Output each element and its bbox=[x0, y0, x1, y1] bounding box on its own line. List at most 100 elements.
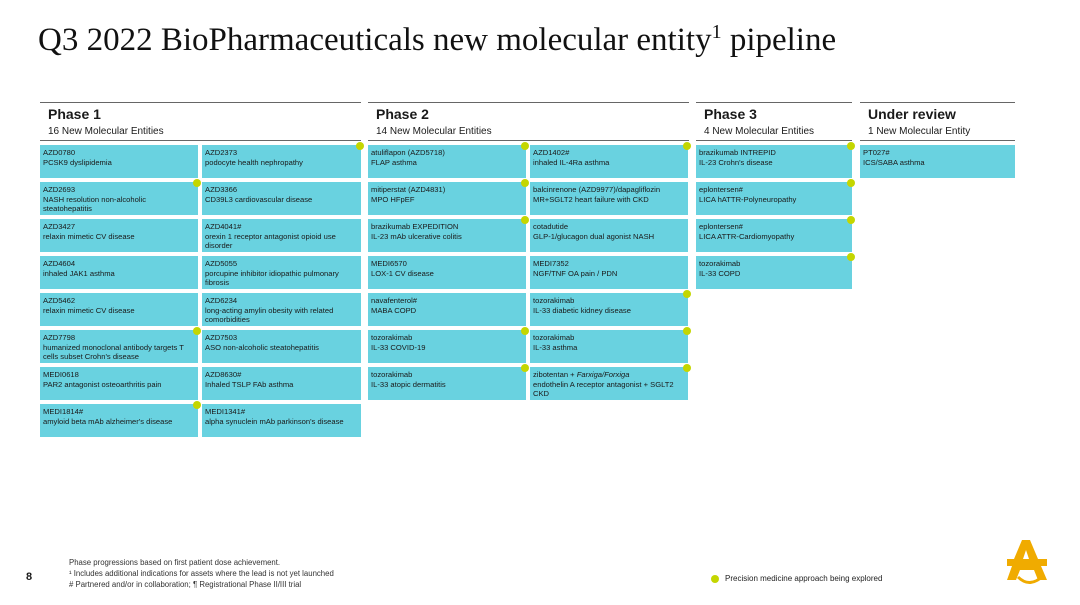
indication: IL-33 diabetic kidney disease bbox=[533, 305, 631, 315]
molecule-name: tozorakimab bbox=[533, 333, 575, 342]
pipeline-card: MEDI1341# alpha synuclein mAb parkinson's… bbox=[202, 404, 361, 437]
molecule-name: MEDI1341# bbox=[205, 407, 246, 416]
precision-medicine-dot-icon bbox=[683, 142, 691, 150]
pipeline-card-body: brazikumab EXPEDITION IL-23 mAb ulcerativ… bbox=[368, 219, 526, 252]
pipeline-card-body: MEDI0618 PAR2 antagonist osteoarthritis p… bbox=[40, 367, 198, 400]
pipeline-card-body: MEDI6570 LOX-1 CV disease bbox=[368, 256, 526, 289]
pipeline-card-body: AZD2693 NASH resolution non-alcoholic ste… bbox=[40, 182, 198, 215]
pipeline-card-body: brazikumab INTREPID IL-23 Crohn's disease bbox=[696, 145, 852, 178]
company-logo-icon bbox=[1007, 540, 1047, 584]
indication: CD39L3 cardiovascular disease bbox=[205, 194, 313, 204]
indication: IL-33 atopic dermatitis bbox=[371, 379, 446, 389]
indication: alpha synuclein mAb parkinson's disease bbox=[205, 416, 344, 426]
pipeline-card-body: MEDI7352 NGF/TNF OA pain / PDN bbox=[530, 256, 688, 289]
precision-medicine-dot-icon bbox=[847, 253, 855, 261]
indication: relaxin mimetic CV disease bbox=[43, 305, 135, 315]
pipeline-card: AZD5055 porcupine inhibitor idiopathic pu… bbox=[202, 256, 361, 289]
molecule-name: tozorakimab bbox=[699, 259, 741, 268]
phase-2-column: Phase 2 14 New Molecular Entities atulif… bbox=[368, 102, 691, 400]
phase-3-header: Phase 3 4 New Molecular Entities bbox=[696, 102, 852, 141]
precision-medicine-dot-icon bbox=[521, 364, 529, 372]
pipeline-card: tozorakimab IL-33 COVID-19 bbox=[368, 327, 529, 363]
indication: GLP-1/glucagon dual agonist NASH bbox=[533, 231, 655, 241]
pipeline-card: atuliflapon (AZD5718) FLAP asthma bbox=[368, 142, 529, 178]
legend: Precision medicine approach being explor… bbox=[711, 574, 882, 583]
phase-2-title: Phase 2 bbox=[376, 106, 429, 122]
precision-medicine-dot-icon bbox=[683, 327, 691, 335]
molecule-name: AZD6234 bbox=[205, 296, 238, 305]
pipeline-card: tozorakimab IL-33 COPD bbox=[696, 253, 855, 289]
pipeline-card: AZD2373 podocyte health nephropathy bbox=[202, 142, 364, 178]
indication: MABA COPD bbox=[371, 305, 417, 315]
phase-2-grid: atuliflapon (AZD5718) FLAP asthma AZD1402#… bbox=[368, 142, 691, 400]
molecule-name: MEDI7352 bbox=[533, 259, 569, 268]
molecule-name: tozorakimab bbox=[371, 333, 413, 342]
page-number: 8 bbox=[26, 571, 33, 583]
indication: ASO non-alcoholic steatohepatitis bbox=[205, 342, 319, 352]
phase-2-header: Phase 2 14 New Molecular Entities bbox=[368, 102, 689, 141]
indication: endothelin A receptor antagonist + SGLT2… bbox=[533, 379, 674, 399]
pipeline-card-body: AZD8630# Inhaled TSLP FAb asthma bbox=[202, 367, 361, 400]
indication: humanized monoclonal antibody targets T … bbox=[43, 342, 184, 362]
precision-medicine-dot-icon bbox=[847, 179, 855, 187]
indication: relaxin mimetic CV disease bbox=[43, 231, 135, 241]
footnote-1: Phase progressions based on first patien… bbox=[69, 558, 281, 567]
footnote-3: # Partnered and/or in collaboration; ¶ R… bbox=[69, 580, 302, 589]
molecule-name: eplontersen# bbox=[699, 185, 743, 194]
molecule-name: brazikumab INTREPID bbox=[699, 148, 776, 157]
molecule-name: MEDI6570 bbox=[371, 259, 407, 268]
molecule-name: balcinrenone (AZD9977)/dapagliflozin bbox=[533, 185, 661, 194]
pipeline-card-body: mitiperstat (AZD4831) MPO HFpEF bbox=[368, 182, 526, 215]
molecule-name: tozorakimab bbox=[533, 296, 575, 305]
indication: IL-23 mAb ulcerative colitis bbox=[371, 231, 462, 241]
pipeline-card: eplontersen# LICA ATTR-Cardiomyopathy bbox=[696, 216, 855, 252]
indication: amyloid beta mAb alzheimer's disease bbox=[43, 416, 173, 426]
molecule-name: AZD2693 bbox=[43, 185, 76, 194]
indication: IL-33 COVID-19 bbox=[371, 342, 426, 352]
footnotes: Phase progressions based on first patien… bbox=[69, 557, 334, 590]
pipeline-card-body: AZD7503 ASO non-alcoholic steatohepatitis bbox=[202, 330, 361, 363]
pipeline-card-body: AZD2373 podocyte health nephropathy bbox=[202, 145, 361, 178]
indication: LOX-1 CV disease bbox=[371, 268, 434, 278]
pipeline-card-body: MEDI1814# amyloid beta mAb alzheimer's di… bbox=[40, 404, 198, 437]
pipeline-card: MEDI1814# amyloid beta mAb alzheimer's di… bbox=[40, 401, 201, 437]
pipeline-card-body: balcinrenone (AZD9977)/dapagliflozin MR+S… bbox=[530, 182, 688, 215]
indication: ICS/SABA asthma bbox=[863, 157, 925, 167]
pipeline-card: AZD0780 PCSK9 dyslipidemia bbox=[40, 145, 198, 178]
pipeline-card: AZD2693 NASH resolution non-alcoholic ste… bbox=[40, 179, 201, 215]
precision-medicine-dot-icon bbox=[847, 142, 855, 150]
pipeline-card: brazikumab INTREPID IL-23 Crohn's disease bbox=[696, 142, 855, 178]
molecule-name: atuliflapon (AZD5718) bbox=[371, 148, 445, 157]
pipeline-card-body: AZD1402# inhaled IL-4Ra asthma bbox=[530, 145, 688, 178]
pipeline-card-body: zibotentan + Farxiga/Forxiga endothelin A… bbox=[530, 367, 688, 400]
pipeline-card-body: navafenterol# MABA COPD bbox=[368, 293, 526, 326]
molecule-name: AZD4604 bbox=[43, 259, 76, 268]
molecule-name: MEDI1814# bbox=[43, 407, 84, 416]
molecule-name-plain: zibotentan + bbox=[533, 370, 577, 379]
precision-medicine-dot-icon bbox=[193, 327, 201, 335]
molecule-name-italic: Farxiga/Forxiga bbox=[576, 370, 630, 379]
pipeline-card: AZD7503 ASO non-alcoholic steatohepatitis bbox=[202, 330, 361, 363]
pipeline-card: AZD7798 humanized monoclonal antibody tar… bbox=[40, 327, 201, 363]
pipeline-card-body: AZD5055 porcupine inhibitor idiopathic pu… bbox=[202, 256, 361, 289]
indication: LICA ATTR-Cardiomyopathy bbox=[699, 231, 795, 241]
pipeline-card-body: AZD4041# orexin 1 receptor antagonist opi… bbox=[202, 219, 361, 252]
phase-3-count: 4 New Molecular Entities bbox=[704, 126, 815, 137]
pipeline-card-body: eplontersen# LICA hATTR-Polyneuropathy bbox=[696, 182, 852, 215]
indication: PCSK9 dyslipidemia bbox=[43, 157, 112, 167]
molecule-name: AZD5462 bbox=[43, 296, 76, 305]
pipeline-card-body: tozorakimab IL-33 COPD bbox=[696, 256, 852, 289]
indication: PAR2 antagonist osteoarthritis pain bbox=[43, 379, 162, 389]
pipeline-card-body: AZD3427 relaxin mimetic CV disease bbox=[40, 219, 198, 252]
indication: porcupine inhibitor idiopathic pulmonary… bbox=[205, 268, 339, 288]
precision-medicine-dot-icon bbox=[521, 327, 529, 335]
molecule-name: AZD5055 bbox=[205, 259, 238, 268]
molecule-name: MEDI0618 bbox=[43, 370, 79, 379]
molecule-name: AZD4041# bbox=[205, 222, 242, 231]
pipeline-card-body: tozorakimab IL-33 atopic dermatitis bbox=[368, 367, 526, 400]
precision-medicine-dot-icon bbox=[683, 290, 691, 298]
precision-medicine-dot-icon bbox=[521, 179, 529, 187]
molecule-name: AZD0780 bbox=[43, 148, 76, 157]
pipeline-card-body: tozorakimab IL-33 asthma bbox=[530, 330, 688, 363]
precision-medicine-dot-icon bbox=[683, 364, 691, 372]
